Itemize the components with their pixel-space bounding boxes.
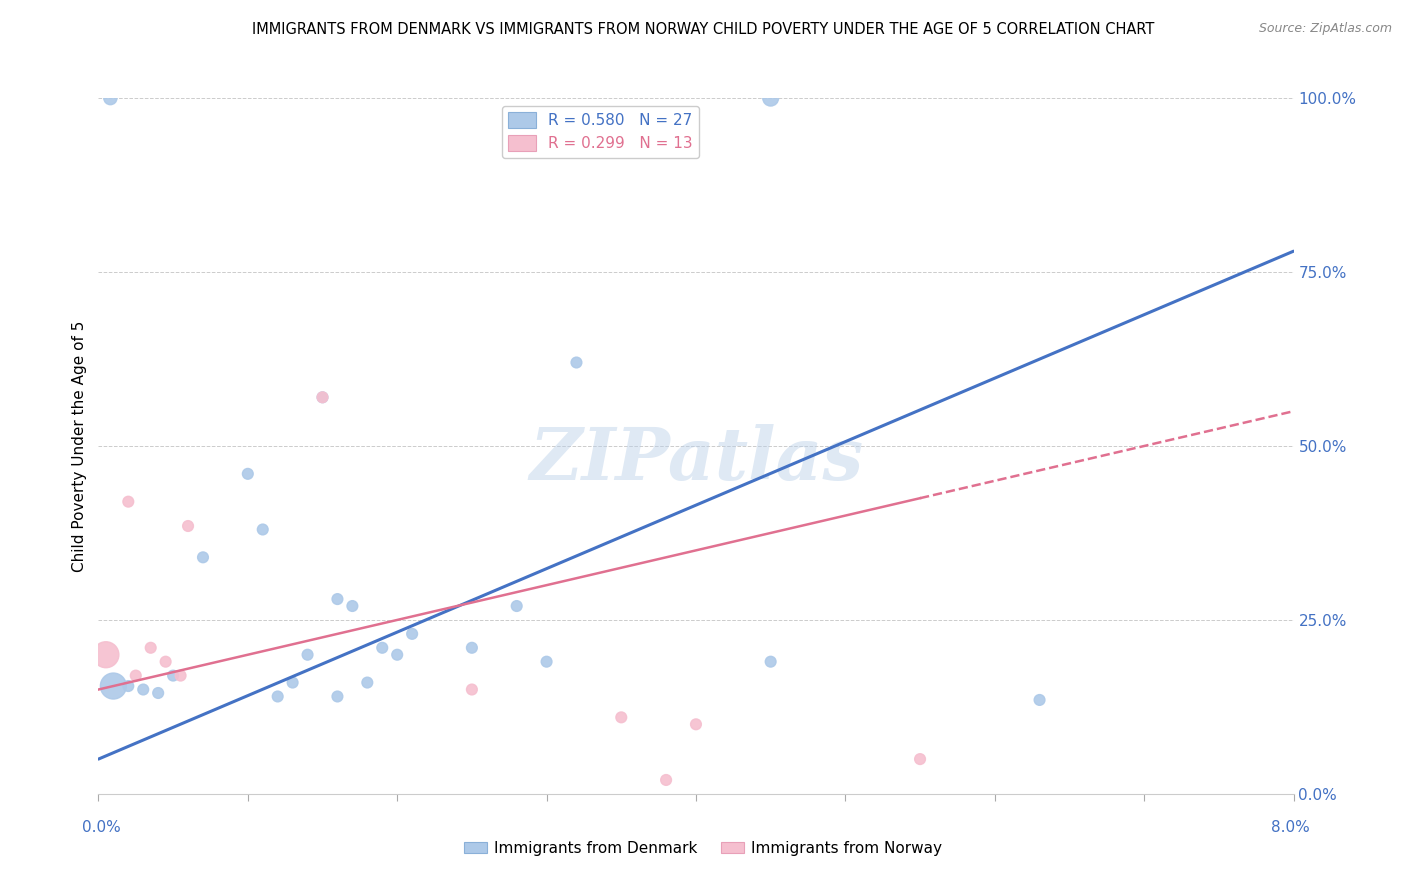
Point	[759, 655, 782, 669]
Point	[371, 640, 394, 655]
Text: 0.0%: 0.0%	[82, 821, 121, 835]
Point	[281, 675, 304, 690]
Point	[311, 390, 333, 404]
Point	[461, 682, 484, 697]
Point	[132, 682, 155, 697]
Point	[191, 550, 214, 565]
Point	[103, 679, 125, 693]
Legend: R = 0.580   N = 27, R = 0.299   N = 13: R = 0.580 N = 27, R = 0.299 N = 13	[502, 106, 699, 158]
Point	[506, 599, 529, 613]
Point	[326, 592, 349, 607]
Point	[117, 494, 139, 508]
Point	[267, 690, 290, 704]
Point	[326, 690, 349, 704]
Point	[385, 648, 409, 662]
Point	[311, 390, 333, 404]
Y-axis label: Child Poverty Under the Age of 5: Child Poverty Under the Age of 5	[72, 320, 87, 572]
Point	[252, 523, 274, 537]
Point	[610, 710, 633, 724]
Point	[685, 717, 707, 731]
Point	[342, 599, 364, 613]
Point	[162, 668, 184, 682]
Point	[536, 655, 558, 669]
Point	[169, 668, 191, 682]
Legend: Immigrants from Denmark, Immigrants from Norway: Immigrants from Denmark, Immigrants from…	[458, 835, 948, 862]
Point	[98, 91, 122, 105]
Point	[155, 655, 177, 669]
Text: 8.0%: 8.0%	[1271, 821, 1310, 835]
Point	[655, 772, 678, 787]
Point	[356, 675, 378, 690]
Point	[94, 648, 117, 662]
Text: IMMIGRANTS FROM DENMARK VS IMMIGRANTS FROM NORWAY CHILD POVERTY UNDER THE AGE OF: IMMIGRANTS FROM DENMARK VS IMMIGRANTS FR…	[252, 22, 1154, 37]
Text: Source: ZipAtlas.com: Source: ZipAtlas.com	[1258, 22, 1392, 36]
Point	[117, 679, 139, 693]
Point	[461, 640, 484, 655]
Text: ZIPatlas: ZIPatlas	[529, 425, 863, 495]
Point	[148, 686, 170, 700]
Point	[401, 627, 423, 641]
Point	[177, 519, 200, 533]
Point	[1028, 693, 1050, 707]
Point	[759, 91, 782, 105]
Point	[139, 640, 162, 655]
Point	[297, 648, 319, 662]
Point	[236, 467, 259, 481]
Point	[908, 752, 931, 766]
Point	[125, 668, 148, 682]
Point	[565, 355, 588, 369]
